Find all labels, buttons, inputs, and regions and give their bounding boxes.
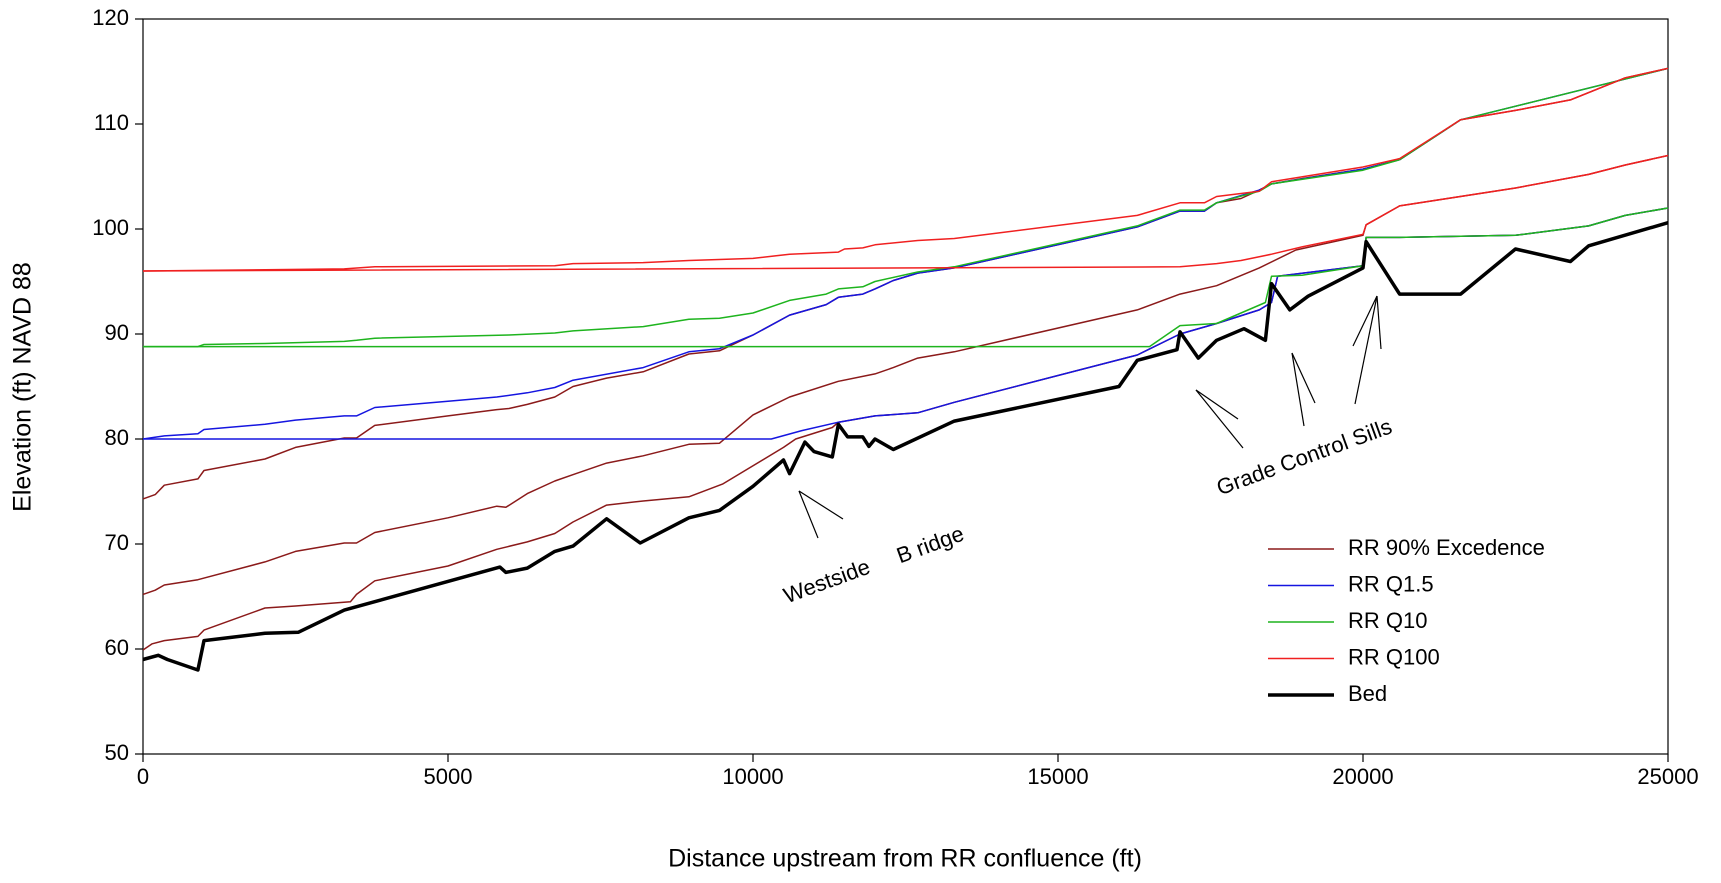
series-line [142,67,1669,272]
annotation: B ridge [893,521,967,568]
plot-frame [142,18,1669,755]
annotation: Westside [780,554,873,608]
series-line [143,67,1669,348]
annotation: Grade Control Sills [1213,414,1395,501]
x-tick-label: 15000 [1027,764,1088,789]
series-line [142,221,1669,672]
series-line [143,207,1669,348]
x-tick-label: 5000 [424,764,473,789]
y-axis-label: Elevation (ft) NAVD 88 [9,262,37,512]
y-tick-label: 80 [105,425,129,450]
x-tick-label: 20000 [1332,764,1393,789]
series-line [142,154,1669,272]
legend-label: RR 90% Excedence [1348,535,1545,560]
series-line [142,154,1669,596]
y-tick-label: 50 [105,740,129,765]
legend-label: Bed [1348,681,1387,706]
x-tick-label: 0 [137,764,149,789]
y-tick-label: 70 [105,530,129,555]
y-tick-label: 110 [94,110,129,135]
series-line [143,207,1669,440]
legend-label: RR Q10 [1348,608,1427,633]
y-tick-label: 120 [92,5,129,30]
x-tick-label: 25000 [1637,764,1698,789]
annotation-arrows [798,295,1382,539]
y-tick-label: 60 [105,635,129,660]
y-tick-label: 100 [92,215,129,240]
series-line [142,67,1669,440]
legend-label: RR Q100 [1348,644,1440,669]
x-tick-label: 10000 [722,764,783,789]
y-tick-label: 90 [105,320,129,345]
legend-label: RR Q1.5 [1348,571,1434,596]
x-axis-label: Distance upstream from RR confluence (ft… [668,845,1142,873]
